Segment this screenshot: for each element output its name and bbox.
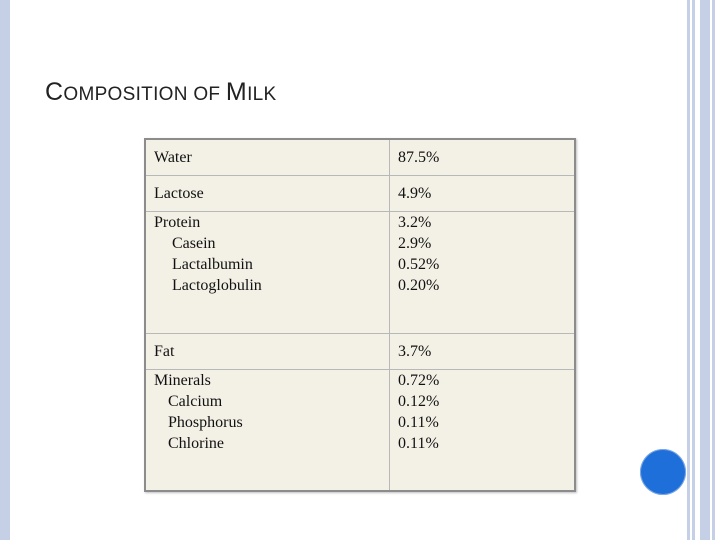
table-row: Protein Casein Lactalbumin Lactoglobulin…	[144, 211, 576, 334]
subcomponent-name: Chlorine	[168, 435, 224, 452]
component-value-cell: 3.2% 2.9% 0.52% 0.20%	[389, 211, 576, 334]
component-value-cell: 0.72% 0.12% 0.11% 0.11%	[389, 369, 576, 492]
title-word-composition-of: omposition of	[63, 84, 221, 105]
component-name-cell: Minerals Calcium Phosphorus Chlorine	[144, 369, 391, 492]
subcomponent-name: Casein	[172, 235, 216, 252]
subcomponent-value: 0.11%	[398, 435, 439, 452]
component-value: 3.7%	[389, 333, 576, 370]
subcomponent-value: 0.11%	[398, 414, 439, 431]
circle-decoration-icon	[640, 449, 686, 495]
component-name: Lactose	[144, 175, 391, 212]
title-word-milk: ilk	[247, 84, 277, 105]
subcomponent-value: 0.12%	[398, 393, 440, 410]
table-row: Lactose 4.9%	[144, 175, 576, 212]
component-value: 0.72%	[398, 372, 440, 389]
subcomponent-value: 2.9%	[398, 235, 432, 252]
component-name: Water	[144, 138, 391, 176]
right-decorative-stripe	[687, 0, 690, 540]
table-row: Fat 3.7%	[144, 333, 576, 370]
slide-title: Composition of Milk	[45, 78, 276, 107]
subcomponent-name: Phosphorus	[168, 414, 243, 431]
subcomponent-name: Lactoglobulin	[172, 277, 262, 294]
milk-composition-table: Water 87.5% Lactose 4.9% Protein Casein …	[144, 138, 576, 492]
title-initial-c: C	[45, 78, 64, 106]
component-name: Minerals	[154, 372, 211, 389]
subcomponent-name: Calcium	[168, 393, 223, 410]
subcomponent-value: 0.20%	[398, 277, 440, 294]
table-row: Water 87.5%	[144, 138, 576, 176]
component-name: Protein	[154, 214, 201, 231]
right-decorative-stripe	[692, 0, 695, 540]
subcomponent-name: Lactalbumin	[172, 256, 253, 273]
component-value: 87.5%	[389, 138, 576, 176]
component-value: 4.9%	[389, 175, 576, 212]
component-value: 3.2%	[398, 214, 432, 231]
component-name-cell: Protein Casein Lactalbumin Lactoglobulin	[144, 211, 391, 334]
right-decorative-stripe	[700, 0, 710, 540]
subcomponent-value: 0.52%	[398, 256, 440, 273]
table-row: Minerals Calcium Phosphorus Chlorine 0.7…	[144, 369, 576, 492]
right-decorative-stripe	[712, 0, 715, 540]
component-name: Fat	[144, 333, 391, 370]
title-initial-m: M	[225, 78, 248, 106]
left-decorative-border	[0, 0, 10, 540]
